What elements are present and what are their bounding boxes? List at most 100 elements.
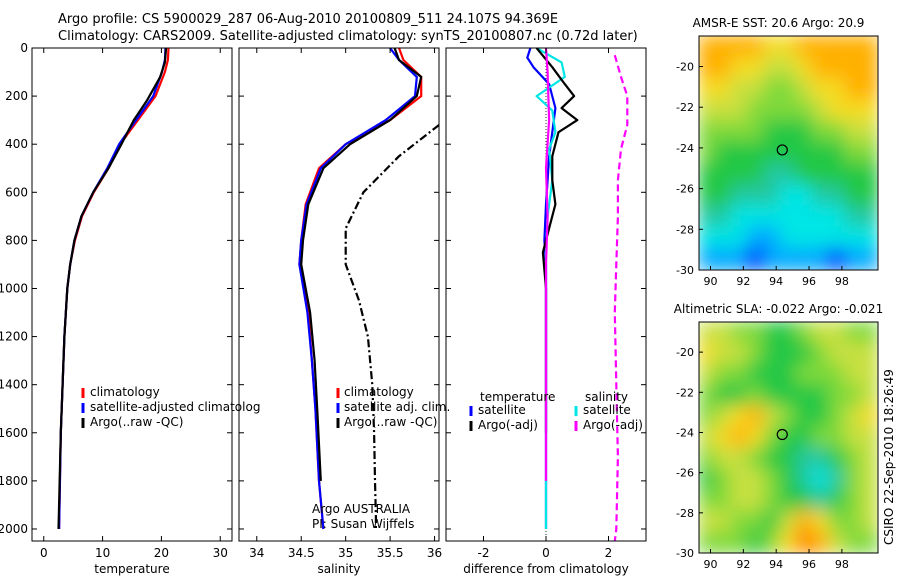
heatmap-cell (844, 205, 863, 229)
heatmap-cell (714, 162, 733, 186)
x-tick-label: 34 (249, 546, 264, 560)
y-tick-label: -24 (676, 142, 694, 155)
heatmap-cell (860, 141, 878, 165)
heatmap-cell (730, 322, 749, 344)
heatmap-cell (763, 162, 782, 186)
legend-label: satellite (583, 403, 631, 417)
heatmap-cell (779, 322, 798, 344)
heatmap-cell (714, 468, 733, 491)
heatmap-cell (746, 405, 766, 428)
legend-label: Argo(-adj) (478, 418, 538, 432)
heatmap-cell (844, 56, 863, 80)
heatmap-cell (844, 468, 863, 491)
heatmap-cell (779, 363, 798, 386)
heatmap-cell (699, 141, 717, 165)
heatmap-cell (844, 98, 863, 123)
panel-salinity: 34 34.5 35 35.5 36 salinity climatologysatelli… (238, 47, 450, 576)
heatmap-clip (699, 322, 878, 553)
x-tick-label: 96 (802, 275, 816, 288)
y-tick-label: -26 (676, 467, 694, 480)
heatmap-cell (828, 77, 847, 101)
heatmap-cell (860, 489, 878, 512)
heatmap-cell (763, 531, 782, 553)
heatmap-cell (699, 56, 717, 80)
heatmap-cell (714, 77, 733, 101)
heatmap-cell (730, 162, 749, 186)
heatmap-cell (779, 77, 798, 101)
heatmap-cell (763, 363, 782, 386)
heatmap-cell (699, 162, 717, 186)
argo-location-marker (776, 428, 788, 441)
series-line-2 (300, 48, 423, 481)
heatmap-cell (699, 120, 717, 144)
heatmap-cell (779, 342, 798, 365)
y-tick-label: -22 (676, 101, 694, 114)
series-line-0 (58, 48, 170, 530)
heatmap-cell (844, 141, 863, 165)
x-tick-label: -2 (478, 546, 490, 560)
heatmap-cell (763, 77, 782, 101)
heatmap-cell (746, 77, 766, 101)
heatmap-cell (730, 468, 749, 491)
heatmap-cell (860, 468, 878, 491)
axes-frame (698, 35, 879, 271)
heatmap-cell (779, 162, 798, 186)
heatmap-cell (828, 162, 847, 186)
heatmap-cell (811, 120, 831, 144)
heatmap-cell (811, 247, 831, 270)
y-tick-label: 600 (5, 185, 28, 199)
heatmap-cell (714, 531, 733, 553)
y-tick-label: -24 (676, 426, 694, 439)
heatmap-cell (763, 141, 782, 165)
heatmap-cell (795, 77, 814, 101)
series-group (526, 48, 629, 541)
heatmap-cell (844, 426, 863, 449)
heatmap-cell (860, 322, 878, 344)
heatmap-cell (860, 247, 878, 270)
heatmap-cell (746, 363, 766, 386)
x-tick-label: 30 (213, 546, 228, 560)
heatmap-cell (730, 98, 749, 123)
x-tick-label: 90 (703, 558, 717, 571)
y-tick-label: 400 (5, 137, 28, 151)
heatmap-cell (844, 489, 863, 512)
heatmap-cell (811, 384, 831, 407)
heatmap-cell (699, 226, 717, 250)
heatmap-cell (746, 447, 766, 470)
heatmap-cell (811, 226, 831, 250)
heatmap-cell (860, 405, 878, 428)
heatmap-cell (860, 226, 878, 250)
annotation-line: PI: Susan Wijffels (312, 517, 414, 531)
heatmap-cell (730, 36, 749, 59)
heatmap-cell (699, 342, 717, 365)
heatmap-cell (763, 183, 782, 208)
legend-label: Argo(..raw -QC) (344, 415, 437, 429)
heatmap-cell (844, 247, 863, 270)
heatmap-cell (828, 205, 847, 229)
x-tick-label: 20 (154, 546, 169, 560)
heatmap-cell (746, 205, 766, 229)
series-group (57, 48, 170, 530)
y-tick-label: -20 (676, 61, 694, 74)
heatmap-cell (844, 510, 863, 533)
heatmap-cell (763, 510, 782, 533)
heatmap-cell (828, 98, 847, 123)
heatmap-cell (746, 226, 766, 250)
heatmap-cell (795, 510, 814, 533)
heatmap-cell (763, 342, 782, 365)
heatmap-cell (811, 342, 831, 365)
map-title: Altimetric SLA: -0.022 Argo: -0.021 (674, 302, 883, 316)
series-group (298, 48, 439, 530)
heatmap-cell (844, 77, 863, 101)
heatmap-cell (795, 205, 814, 229)
heatmap-cell (860, 77, 878, 101)
heatmap-cell (811, 468, 831, 491)
x-axis-label: difference from climatology (463, 562, 629, 576)
heatmap-cell (714, 36, 733, 59)
heatmap-cell (763, 247, 782, 270)
series-line-2 (57, 48, 168, 530)
heatmap-cell (860, 363, 878, 386)
heatmap-cell (828, 384, 847, 407)
heatmap-cell (730, 226, 749, 250)
map-title: AMSR-E SST: 20.6 Argo: 20.9 (693, 16, 865, 30)
